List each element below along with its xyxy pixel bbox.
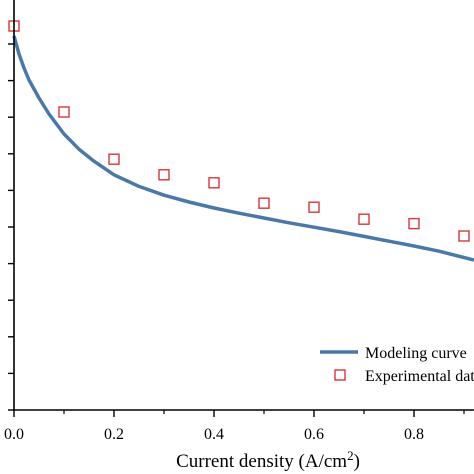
legend-label-experimental: Experimental data [365,368,474,385]
legend-marker-swatch [334,369,346,381]
series-line-modeling-curve [12,35,474,262]
legend: Modeling curve Experimental data [320,345,474,385]
x-tick-label: 0.4 [204,426,224,443]
x-tick-label: 0.8 [404,426,424,443]
x-tick-label: 0.6 [304,426,324,443]
x-axis-title-sup: 2 [347,448,354,463]
data-point-experimental [158,169,170,181]
x-axis-title-tail: ) [354,451,360,472]
axes-layer: 0.0 0.2 0.4 0.6 0.8 [4,0,474,443]
data-point-experimental [208,177,220,189]
data-point-experimental [58,106,70,118]
data-point-experimental [358,213,370,225]
data-point-experimental [258,197,270,209]
x-axis-title-main: Current density (A/cm [176,451,347,472]
x-tick-label: 0.0 [4,426,24,443]
data-point-experimental [458,230,470,242]
data-point-experimental [408,217,420,230]
legend-label-modeling: Modeling curve [365,345,467,362]
x-axis-title: Current density (A/cm2) [176,448,360,473]
plot-area [8,20,474,262]
data-point-experimental [308,201,320,213]
series-layer [8,20,474,262]
data-point-experimental [108,153,120,165]
x-tick-label: 0.2 [104,426,124,443]
